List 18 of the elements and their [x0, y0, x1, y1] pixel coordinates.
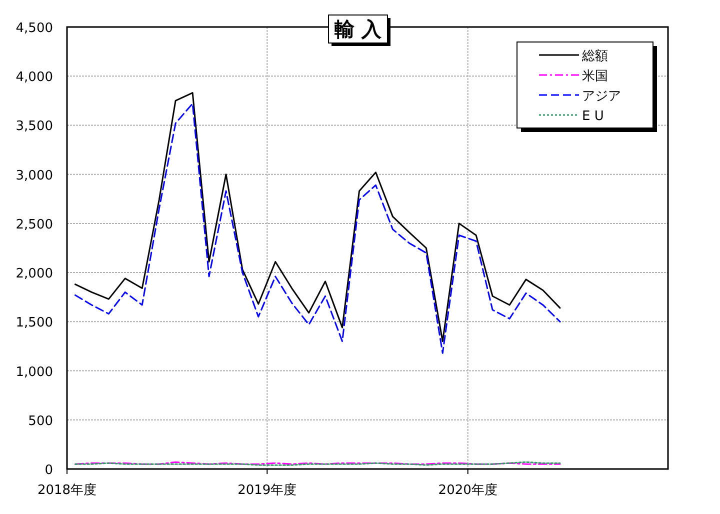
x-tick-label: 2019年度 — [238, 482, 297, 498]
x-tick-label: 2018年度 — [37, 482, 97, 498]
legend-label: 総額 — [581, 49, 608, 64]
legend-label: 米国 — [582, 69, 608, 84]
y-tick-label: 0 — [44, 463, 53, 478]
y-tick-label: 500 — [28, 414, 53, 429]
y-tick-label: 3,500 — [16, 119, 53, 134]
legend-label: アジア — [582, 89, 621, 104]
legend-label: E U — [582, 109, 604, 124]
y-tick-label: 2,000 — [16, 266, 53, 282]
chart-title: 輸 入 — [334, 17, 382, 41]
x-tick-label: 2020年度 — [438, 482, 498, 498]
y-tick-label: 2,500 — [16, 217, 53, 232]
y-tick-label: 3,000 — [16, 168, 53, 184]
y-tick-label: 4,000 — [16, 70, 53, 86]
y-tick-label: 1,500 — [16, 316, 53, 331]
y-tick-label: 4,500 — [16, 21, 53, 36]
y-tick-label: 1,000 — [16, 364, 53, 380]
